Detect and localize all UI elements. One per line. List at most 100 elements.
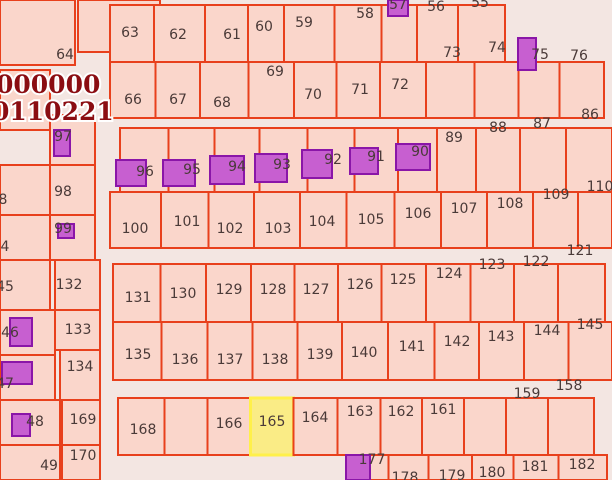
- parcel-label: 127: [303, 282, 330, 298]
- parcel[interactable]: [163, 397, 209, 456]
- parcel[interactable]: [207, 191, 255, 249]
- parcel[interactable]: [475, 127, 521, 193]
- parcel[interactable]: [109, 4, 155, 63]
- parcel[interactable]: [283, 4, 336, 63]
- parcel[interactable]: [463, 397, 507, 456]
- parcel[interactable]: [293, 61, 338, 119]
- parcel-label: 8: [0, 192, 7, 208]
- parcel-label: 100: [122, 221, 149, 237]
- parcel[interactable]: [117, 397, 166, 456]
- parcel-label: 179: [439, 468, 466, 480]
- parcel[interactable]: [160, 321, 209, 381]
- building: [254, 153, 288, 183]
- building: [345, 454, 371, 480]
- parcel[interactable]: [112, 263, 162, 323]
- parcel-label: 159: [514, 386, 541, 402]
- parcel[interactable]: [425, 61, 476, 119]
- cadastral-number-line-1: 000000: [0, 70, 100, 99]
- cadastral-number-line-2: 0110221: [0, 97, 114, 126]
- parcel[interactable]: [379, 61, 427, 119]
- parcel-label: 161: [430, 402, 457, 418]
- parcel[interactable]: [153, 4, 206, 63]
- parcel[interactable]: [206, 321, 254, 381]
- parcel[interactable]: [433, 321, 480, 381]
- parcel[interactable]: [416, 4, 459, 63]
- parcel[interactable]: [558, 61, 605, 119]
- parcel-boundary: [59, 349, 101, 401]
- parcel[interactable]: [253, 191, 301, 249]
- parcel-label: 121: [567, 243, 594, 259]
- parcel-label: 101: [174, 214, 201, 230]
- parcel[interactable]: [471, 454, 515, 480]
- parcel[interactable]: [478, 321, 525, 381]
- parcel-label: 124: [436, 266, 463, 282]
- parcel-label: 106: [405, 206, 432, 222]
- parcel[interactable]: [199, 61, 250, 119]
- parcel[interactable]: [109, 61, 157, 119]
- parcel-label: 170: [70, 448, 97, 464]
- parcel[interactable]: [557, 454, 608, 480]
- parcel[interactable]: [557, 263, 606, 323]
- parcel[interactable]: [247, 4, 285, 63]
- parcel[interactable]: [333, 4, 383, 63]
- parcel[interactable]: [393, 191, 442, 249]
- parcel[interactable]: [205, 263, 252, 323]
- parcel[interactable]: [425, 263, 472, 323]
- parcel[interactable]: [154, 61, 201, 119]
- building: [57, 223, 75, 239]
- parcel-label: 74: [488, 40, 506, 56]
- building: [301, 149, 333, 179]
- building: [11, 413, 31, 437]
- parcel[interactable]: [337, 263, 383, 323]
- parcel[interactable]: [251, 321, 299, 381]
- parcel-label: 128: [260, 282, 287, 298]
- parcel-label: 133: [65, 322, 92, 338]
- parcel[interactable]: [387, 454, 430, 480]
- parcel[interactable]: [299, 191, 348, 249]
- parcel[interactable]: [440, 191, 488, 249]
- parcel[interactable]: [341, 321, 389, 381]
- parcel-label: 92: [324, 152, 342, 168]
- parcel[interactable]: [473, 61, 520, 119]
- parcel[interactable]: [505, 397, 549, 456]
- parcel[interactable]: [109, 191, 162, 249]
- parcel[interactable]: [336, 397, 382, 456]
- parcel[interactable]: [293, 263, 339, 323]
- parcel[interactable]: [565, 127, 612, 193]
- parcel-label: 165: [259, 414, 286, 430]
- cadastral-number-overlay: 000000 0110221: [0, 68, 116, 128]
- parcel[interactable]: [547, 397, 595, 456]
- parcel-label: 86: [581, 107, 599, 123]
- parcel-label: 145: [577, 317, 604, 333]
- parcel[interactable]: [160, 191, 210, 249]
- parcel[interactable]: [486, 191, 534, 249]
- parcel-label: 131: [125, 290, 152, 306]
- parcel[interactable]: [513, 263, 559, 323]
- parcel-label: 88: [489, 120, 507, 136]
- parcel[interactable]: [567, 321, 612, 381]
- parcel-label: 46: [1, 325, 19, 341]
- parcel-label: 130: [170, 286, 197, 302]
- parcel-label: 66: [124, 92, 142, 108]
- building: [9, 317, 33, 347]
- parcel-label: 4: [1, 239, 10, 255]
- parcel[interactable]: [387, 321, 436, 381]
- parcel-label: 59: [295, 15, 313, 31]
- parcel[interactable]: [296, 321, 343, 381]
- parcel[interactable]: [523, 321, 570, 381]
- parcel[interactable]: [519, 127, 567, 193]
- parcel-label: 138: [262, 352, 289, 368]
- parcel[interactable]: [250, 263, 296, 323]
- parcel-label: 103: [265, 221, 292, 237]
- parcel[interactable]: [247, 61, 295, 119]
- parcel[interactable]: [457, 4, 506, 63]
- building: [53, 129, 71, 157]
- building: [517, 37, 537, 71]
- parcel-label: 143: [488, 329, 515, 345]
- parcel-boundary: [0, 444, 61, 480]
- parcel[interactable]: [292, 397, 339, 456]
- parcel-label: 72: [391, 77, 409, 93]
- parcel-label: 132: [56, 277, 83, 293]
- parcel[interactable]: [577, 191, 612, 249]
